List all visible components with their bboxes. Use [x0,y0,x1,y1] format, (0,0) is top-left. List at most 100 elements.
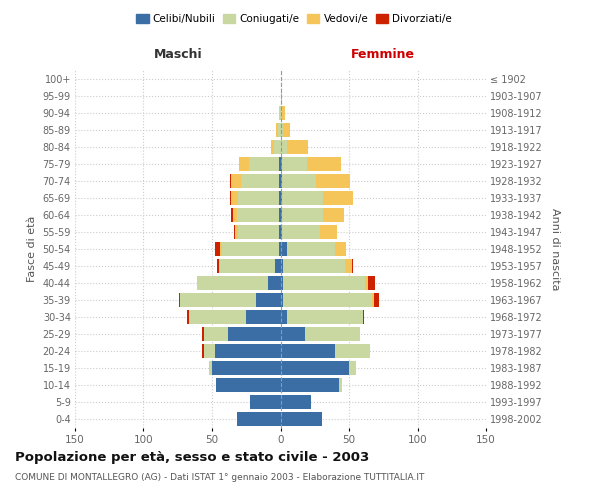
Bar [349,361,356,375]
Bar [281,310,287,324]
Bar [282,224,320,238]
Bar [374,293,379,307]
Bar [241,174,279,188]
Bar [231,174,241,188]
Bar [282,174,316,188]
Bar [204,344,215,358]
Bar [281,208,282,222]
Bar [235,224,238,238]
Bar [220,242,221,256]
Bar [281,259,283,273]
Bar [281,88,282,102]
Bar [287,140,308,153]
Bar [363,310,364,324]
Bar [275,259,281,273]
Y-axis label: Anni di nascita: Anni di nascita [550,208,560,290]
Bar [204,327,229,341]
Bar [230,190,231,204]
Bar [283,122,290,136]
Bar [282,156,307,170]
Bar [189,310,246,324]
Bar [283,293,372,307]
Bar [345,259,352,273]
Bar [335,344,370,358]
Bar [281,122,283,136]
Bar [217,259,219,273]
Bar [279,106,281,120]
Bar [229,327,281,341]
Bar [221,242,279,256]
Bar [279,174,281,188]
Text: Maschi: Maschi [154,48,202,60]
Bar [323,190,353,204]
Bar [282,208,323,222]
Bar [274,140,281,153]
Bar [250,395,281,409]
Text: COMUNE DI MONTALLEGRO (AG) - Dati ISTAT 1° gennaio 2003 - Elaborazione TUTTITALI: COMUNE DI MONTALLEGRO (AG) - Dati ISTAT … [15,472,424,482]
Bar [287,242,335,256]
Bar [279,156,281,170]
Bar [279,208,281,222]
Bar [281,378,340,392]
Bar [268,276,281,290]
Bar [236,412,281,426]
Bar [231,190,238,204]
Bar [307,156,341,170]
Bar [249,156,279,170]
Bar [215,344,281,358]
Bar [279,242,281,256]
Bar [281,361,349,375]
Bar [239,156,249,170]
Bar [234,224,235,238]
Bar [352,259,353,273]
Bar [340,378,342,392]
Bar [212,361,281,375]
Bar [281,174,282,188]
Bar [281,156,282,170]
Bar [230,174,231,188]
Bar [368,276,375,290]
Bar [277,122,278,136]
Bar [238,224,279,238]
Y-axis label: Fasce di età: Fasce di età [27,216,37,282]
Bar [231,208,233,222]
Bar [281,242,287,256]
Bar [238,190,279,204]
Bar [202,327,204,341]
Bar [219,259,220,273]
Bar [179,293,181,307]
Legend: Celibi/Nubili, Coniugati/e, Vedovi/e, Divorziati/e: Celibi/Nubili, Coniugati/e, Vedovi/e, Di… [132,10,456,29]
Bar [281,293,283,307]
Bar [278,122,281,136]
Bar [187,310,189,324]
Bar [287,310,363,324]
Bar [279,190,281,204]
Bar [316,174,350,188]
Bar [246,310,281,324]
Bar [282,190,323,204]
Bar [281,276,283,290]
Bar [281,224,282,238]
Bar [281,344,335,358]
Bar [281,190,282,204]
Bar [372,293,374,307]
Bar [281,412,322,426]
Bar [236,208,279,222]
Bar [181,293,256,307]
Bar [256,293,281,307]
Bar [279,224,281,238]
Bar [283,259,345,273]
Bar [323,208,344,222]
Text: Popolazione per età, sesso e stato civile - 2003: Popolazione per età, sesso e stato civil… [15,451,369,464]
Bar [215,242,220,256]
Bar [365,276,368,290]
Bar [281,106,284,120]
Bar [281,327,305,341]
Bar [197,276,268,290]
Bar [283,276,365,290]
Bar [281,395,311,409]
Bar [320,224,337,238]
Text: Femmine: Femmine [351,48,415,60]
Bar [281,140,287,153]
Bar [202,344,204,358]
